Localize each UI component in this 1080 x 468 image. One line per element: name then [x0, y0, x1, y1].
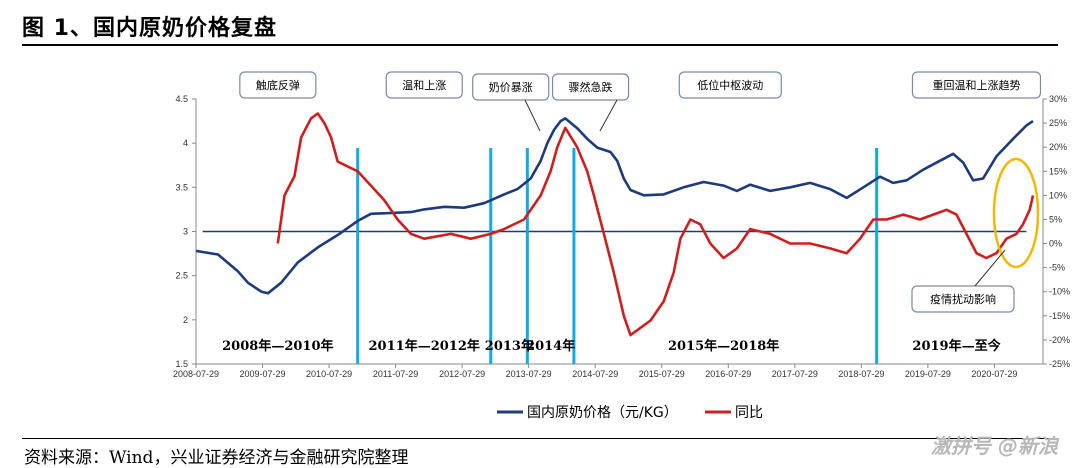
phase-label: 低位中枢波动 — [697, 78, 763, 92]
left-tick-label: 1.5 — [175, 359, 188, 369]
figure-title: 图 1、国内原奶价格复盘 — [22, 16, 277, 41]
left-tick-label: 3.5 — [175, 182, 188, 192]
price-series-line — [195, 117, 1034, 295]
right-tick-label: -10% — [1049, 287, 1070, 297]
yoy-series-line — [276, 112, 1035, 337]
x-tick-label: 2015-07-29 — [639, 369, 685, 379]
right-tick-label: 0% — [1049, 239, 1062, 249]
period-label: 2019年—至今 — [912, 338, 1001, 354]
phase-box — [911, 71, 1042, 99]
x-tick-label: 2011-07-29 — [373, 369, 418, 379]
right-tick-label: 20% — [1049, 142, 1067, 152]
period-label: 2011年—2012年 — [369, 338, 480, 354]
source-note: 资料来源：Wind，兴业证券经济与金融研究院整理 — [24, 448, 409, 468]
phase-label: 奶价暴涨 — [489, 80, 533, 94]
x-tick-label: 2020-07-29 — [971, 369, 1017, 379]
phase-box — [551, 73, 630, 101]
phase-label: 触底反弹 — [256, 78, 300, 92]
phase-label: 疫情扰动影响 — [930, 292, 996, 306]
right-tick-label: -15% — [1049, 311, 1070, 321]
source-rule — [22, 438, 1058, 439]
left-tick-label: 4 — [183, 138, 188, 148]
left-tick-label: 4.5 — [175, 94, 188, 104]
right-tick-label: 15% — [1049, 166, 1067, 176]
legend-yoy-label: 同比 — [735, 405, 763, 421]
title-rule — [22, 44, 1058, 46]
phase-label: 温和上涨 — [402, 79, 446, 92]
callout-pointer — [974, 249, 1006, 287]
left-tick-label: 2.5 — [175, 271, 188, 281]
right-tick-label: -25% — [1049, 359, 1070, 369]
x-tick-label: 2008-07-29 — [173, 369, 219, 379]
x-tick-label: 2014-07-29 — [572, 369, 618, 379]
phase-label: 重回温和上涨趋势 — [932, 78, 1020, 92]
period-label: 2008年—2010年 — [222, 338, 333, 354]
series-layer — [195, 112, 1035, 337]
left-tick-label: 2 — [183, 315, 188, 325]
x-tick-label: 2016-07-29 — [705, 369, 751, 379]
period-label: 2015年—2018年 — [668, 338, 779, 354]
x-tick-label: 2010-07-29 — [306, 369, 352, 379]
phase-box — [911, 285, 1015, 313]
watermark: 激拼号 @新浪 — [931, 434, 1058, 458]
divider-layer — [356, 148, 879, 364]
right-tick-label: 10% — [1049, 190, 1067, 200]
right-tick-label: -5% — [1049, 263, 1065, 273]
x-tick-label: 2017-07-29 — [772, 369, 818, 379]
phase-box — [239, 71, 317, 99]
right-tick-label: 5% — [1049, 214, 1062, 224]
right-tick-label: -20% — [1049, 335, 1070, 345]
callout-pointer — [524, 99, 541, 132]
phase-box — [385, 71, 463, 99]
highlight-ellipse — [992, 157, 1040, 269]
right-tick-label: 30% — [1049, 94, 1067, 104]
x-tick-label: 2013-07-29 — [506, 369, 552, 379]
x-tick-label: 2019-07-29 — [905, 369, 951, 379]
legend-price-label: 国内原奶价格（元/KG） — [527, 405, 678, 421]
phase-label: 骤然急跌 — [569, 80, 613, 94]
phase-box — [678, 71, 782, 99]
callout-pointer — [599, 99, 618, 132]
axes: 4.5 4 3.5 3 2.5 2 1.5 30% 25% 20% 15% 10% 5% 0% -5% -10… — [173, 94, 1070, 379]
legend: 国内原奶价格（元/KG） 同比 — [497, 405, 763, 421]
period-label: 2014年 — [526, 338, 575, 354]
x-tick-label: 2012-07-29 — [439, 369, 485, 379]
left-tick-label: 3 — [183, 227, 188, 237]
x-tick-label: 2018-07-29 — [838, 369, 884, 379]
right-tick-label: 25% — [1049, 118, 1067, 128]
milk-price-chart: 4.5 4 3.5 3 2.5 2 1.5 30% 25% 20% 15% 10% 5% 0% -5% -10… — [173, 71, 1070, 421]
period-label: 2013年 — [485, 338, 534, 354]
phase-box — [472, 73, 550, 101]
x-tick-label: 2009-07-29 — [240, 369, 286, 379]
